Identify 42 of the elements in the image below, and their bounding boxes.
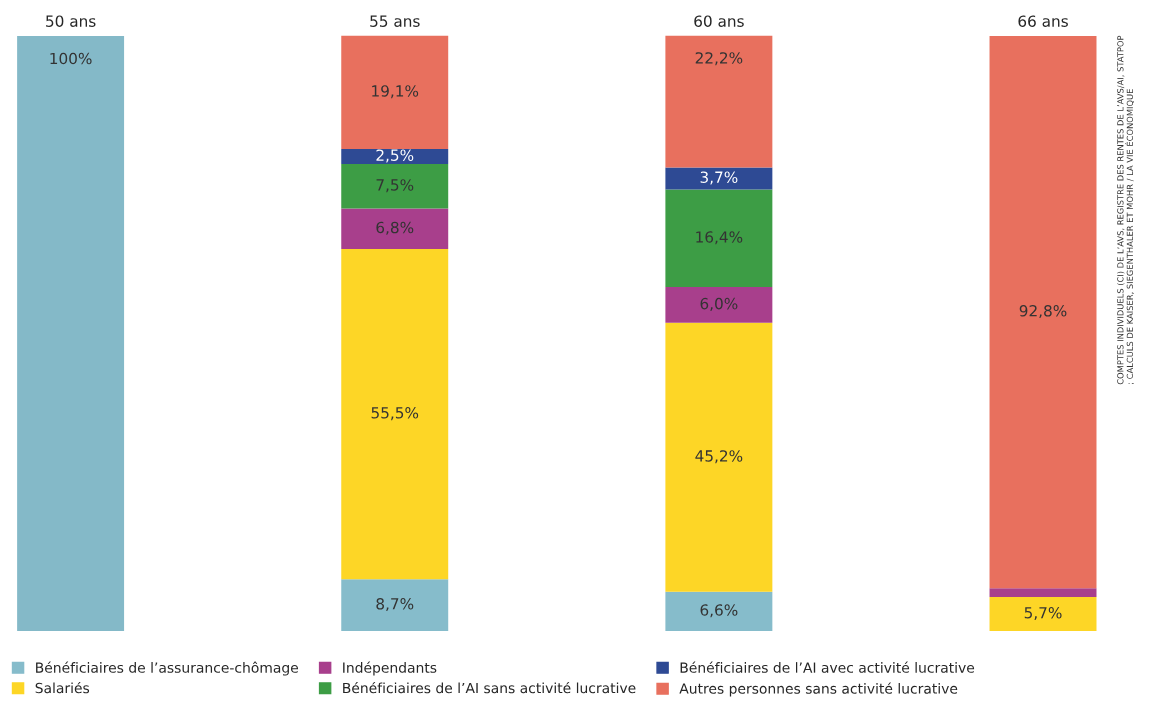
bar	[665, 591, 773, 632]
data-label: 6,6%	[700, 604, 738, 618]
data-label: 100%	[50, 52, 92, 65]
legend-label: Autres personnes sans activité lucrative	[679, 682, 958, 697]
legend-label: Indépendants	[343, 661, 437, 676]
data-label: 5,7%	[1024, 606, 1062, 621]
bar	[665, 287, 773, 323]
data-label: 7,5%	[376, 179, 414, 193]
bar	[989, 36, 1097, 589]
bar	[341, 579, 449, 632]
data-label: 2,5%	[376, 149, 414, 163]
data-label: 55,5%	[371, 407, 419, 421]
bar	[665, 35, 773, 168]
bar	[17, 36, 125, 632]
bar	[341, 208, 449, 250]
data-label: 6,0%	[700, 297, 738, 311]
legend-label: Bénéficiaires de l’AI sans activité lucrative	[343, 681, 636, 694]
data-label: 45,2%	[695, 450, 743, 464]
bar	[341, 163, 449, 209]
data-label: 8,7%	[376, 598, 414, 612]
annotation: COMPTES INDIVIDUELS (CI) DE L’AVS, REGISTRE DES RENTES DE L’AVS/AI, STATPOP ; CALCULS DE KAISER, SIEGENTHALER ET MOHR / LA VIE ÉCONOMIQUE	[1117, 35, 1134, 385]
x-tick-label: 50 ans	[46, 15, 96, 27]
x-tick-label: 66 ans	[1018, 15, 1068, 27]
legend-label: Salariés	[35, 681, 90, 694]
data-label: 3,7%	[700, 171, 738, 185]
data-label: 19,1%	[372, 85, 419, 99]
legend-label: Bénéficiaires de l’assurance-chômage	[36, 661, 298, 676]
bar	[989, 597, 1097, 632]
data-label: 92,8%	[1019, 304, 1067, 319]
data-label: 22,2%	[695, 52, 743, 66]
data-label: 6,8%	[376, 221, 414, 235]
bar	[341, 149, 449, 164]
bar	[341, 249, 449, 580]
x-tick-label: 60 ans	[694, 15, 744, 27]
data-label: 16,4%	[696, 231, 743, 245]
bar	[665, 189, 773, 288]
x-tick-label: 55 ans	[370, 15, 420, 27]
bar	[989, 588, 1097, 598]
bar	[665, 167, 773, 190]
bar	[341, 35, 449, 150]
legend-label: Bénéficiaires de l’AI avec activité lucrative	[680, 661, 975, 673]
bar	[665, 322, 773, 592]
